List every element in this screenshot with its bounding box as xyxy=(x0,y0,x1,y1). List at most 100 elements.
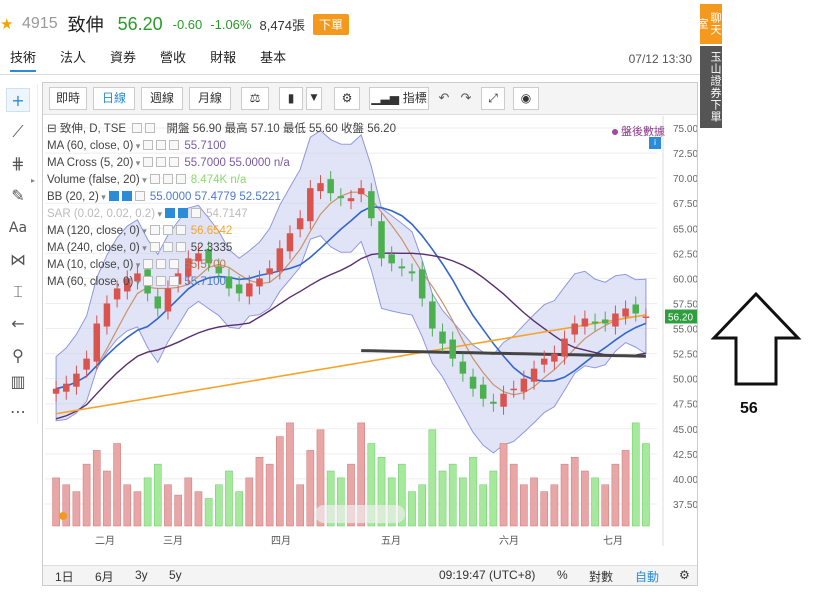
volume-bar xyxy=(225,470,233,527)
legend-control-icon[interactable] xyxy=(156,259,167,269)
after-hours-link[interactable]: 盤後數據 xyxy=(612,123,665,139)
log-toggle[interactable]: 對數 xyxy=(589,570,614,584)
broker-order-side-tab[interactable]: 玉山證券下單 xyxy=(700,46,722,128)
tab-revenue[interactable]: 營收 xyxy=(160,51,187,66)
indicators-button[interactable]: ▁▃▅ 指標 xyxy=(369,87,429,110)
last-price-marker xyxy=(665,309,697,324)
legend-control-icon[interactable] xyxy=(162,242,173,252)
range-3y-button[interactable]: 3y xyxy=(135,568,148,582)
auto-scale-toggle[interactable]: 自動 xyxy=(635,570,660,584)
legend-control-icon[interactable] xyxy=(108,191,119,201)
tab-margin[interactable]: 資券 xyxy=(110,51,137,66)
legend-dropdown-icon[interactable]: ▾ xyxy=(139,175,147,185)
legend-item-label: BB (20, 2) xyxy=(47,191,99,203)
percent-toggle[interactable]: % xyxy=(557,568,568,582)
legend-dropdown-icon[interactable]: ▾ xyxy=(133,277,141,287)
legend-control-icon[interactable] xyxy=(156,276,167,286)
price-tick-label: 40.00 xyxy=(673,475,697,486)
more-tools-icon[interactable]: ⋯ xyxy=(10,402,26,421)
undo-icon[interactable]: ↶ xyxy=(438,91,450,106)
legend-control-icon[interactable] xyxy=(175,225,186,235)
tab-basic[interactable]: 基本 xyxy=(260,51,287,66)
legend-dropdown-icon[interactable]: ▾ xyxy=(155,209,163,219)
pattern-tool-icon[interactable]: ⋈ xyxy=(10,250,26,269)
chevron-down-icon[interactable]: ▼ xyxy=(306,87,322,110)
legend-item-value: 55.7000 55.0000 n/a xyxy=(184,157,290,169)
crosshair-tool-icon[interactable]: + xyxy=(6,88,30,112)
tab-financials[interactable]: 財報 xyxy=(210,51,237,66)
legend-dropdown-icon[interactable]: ▾ xyxy=(139,243,147,253)
legend-control-icon[interactable] xyxy=(156,140,167,150)
range-6m-button[interactable]: 6月 xyxy=(95,570,114,584)
redo-icon[interactable]: ↷ xyxy=(460,91,472,106)
period-weekly-button[interactable]: 週線 xyxy=(141,87,183,110)
info-book-icon[interactable]: i xyxy=(649,137,661,149)
candle-body xyxy=(357,188,365,195)
range-1d-button[interactable]: 1日 xyxy=(55,570,74,584)
candle-type-icon[interactable]: ▮ xyxy=(279,87,303,110)
legend-control-icon[interactable] xyxy=(175,174,186,184)
legend-dropdown-icon[interactable]: ▾ xyxy=(133,260,141,270)
period-daily-button[interactable]: 日線 xyxy=(93,87,135,110)
period-monthly-button[interactable]: 月線 xyxy=(189,87,231,110)
legend-control-icon[interactable] xyxy=(175,242,186,252)
legend-control-icon[interactable] xyxy=(149,225,160,235)
legend-control-icon[interactable] xyxy=(149,242,160,252)
range-5y-button[interactable]: 5y xyxy=(169,568,182,582)
legend-control-icon[interactable] xyxy=(169,259,180,269)
chatroom-side-tab[interactable]: 聊天室 xyxy=(696,4,722,44)
legend-control-icon[interactable] xyxy=(143,259,154,269)
legend-control-icon[interactable] xyxy=(165,208,176,218)
zoom-icon[interactable]: ⚲ xyxy=(12,346,24,365)
volume-bar xyxy=(52,477,60,527)
legend-dropdown-icon[interactable]: ▾ xyxy=(98,192,106,202)
legend-control-icon[interactable] xyxy=(143,157,154,167)
legend-control-icon[interactable] xyxy=(169,157,180,167)
favorite-star-icon[interactable]: ★ xyxy=(0,15,14,33)
legend-control-icon[interactable] xyxy=(169,276,180,286)
expand-arrow-icon[interactable]: ▸ xyxy=(31,176,36,185)
stock-header: ★ 4915 致伸 56.20 -0.60 -1.06% 8,474張 下單 xyxy=(0,10,350,38)
legend-title-row: ⊟ 致伸, D, TSE 開盤 56.90 最高 57.10 最低 55.60 … xyxy=(47,121,396,138)
candle-body xyxy=(408,271,416,274)
price-chart[interactable]: 75.00 72.50 70.00 67.50 65.00 62.50 60.00 57.50… xyxy=(43,116,697,550)
tab-institutional[interactable]: 法人 xyxy=(60,51,87,66)
fib-tool-icon[interactable]: ⋕ xyxy=(11,154,25,173)
brush-tool-icon[interactable]: ✎ xyxy=(11,186,25,205)
legend-control-icon[interactable] xyxy=(149,174,160,184)
candle-body xyxy=(449,339,456,359)
legend-control-icon[interactable] xyxy=(162,174,173,184)
period-intraday-button[interactable]: 即時 xyxy=(49,87,87,110)
text-tool-icon[interactable]: Aa xyxy=(8,220,28,236)
legend-control-icon[interactable] xyxy=(143,140,154,150)
tab-technical[interactable]: 技術 xyxy=(10,48,37,72)
legend-control-icon[interactable] xyxy=(178,208,189,218)
tab-divider xyxy=(0,74,700,75)
legend-dropdown-icon[interactable]: ▾ xyxy=(139,226,147,236)
legend-control-icon[interactable] xyxy=(134,191,145,201)
order-button[interactable]: 下單 xyxy=(313,13,350,35)
price-tick-label: 75.00 xyxy=(673,124,697,135)
legend-control-icon[interactable] xyxy=(169,140,180,150)
volume-bar xyxy=(133,491,142,527)
legend-control-icon[interactable] xyxy=(162,225,173,235)
volume-bar xyxy=(286,422,294,527)
axis-settings-gear-icon[interactable]: ⚙ xyxy=(679,568,690,582)
scale-icon[interactable]: ⚖ xyxy=(241,87,269,110)
legend-settings-icon[interactable] xyxy=(145,123,156,133)
legend-control-icon[interactable] xyxy=(156,157,167,167)
ruler-icon[interactable]: ▥ xyxy=(10,372,26,391)
measure-tool-icon[interactable]: ⌶ xyxy=(13,282,23,301)
trendline-tool-icon[interactable]: ⟋ xyxy=(12,122,24,141)
legend-control-icon[interactable] xyxy=(121,191,132,201)
collapse-icon[interactable]: ⊟ xyxy=(47,123,60,135)
fullscreen-icon[interactable]: ⤢ xyxy=(481,87,505,110)
legend-control-icon[interactable] xyxy=(191,208,202,218)
legend-dropdown-icon[interactable]: ▾ xyxy=(133,141,141,151)
legend-control-icon[interactable] xyxy=(143,276,154,286)
legend-toggle-icon[interactable] xyxy=(132,123,143,133)
camera-icon[interactable]: ◉ xyxy=(513,87,539,110)
back-arrow-icon[interactable]: ← xyxy=(11,314,25,333)
legend-dropdown-icon[interactable]: ▾ xyxy=(133,158,141,168)
gear-icon[interactable]: ⚙ xyxy=(334,87,360,110)
